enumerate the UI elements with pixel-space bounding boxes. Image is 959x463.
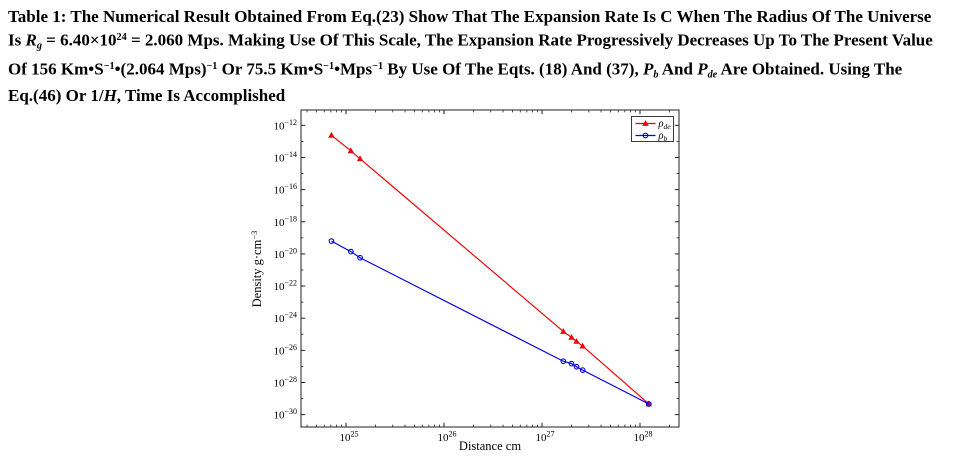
caption-segment: −1 [323, 61, 335, 73]
svg-text:1028: 1028 [634, 430, 653, 445]
svg-text:10−28: 10−28 [273, 375, 297, 390]
svg-text:1025: 1025 [340, 430, 359, 445]
caption-segment: Of 156 Km•S [8, 59, 104, 79]
legend-entry-rho_b: ρb [635, 131, 668, 143]
svg-text:10−12: 10−12 [273, 118, 297, 133]
series-rho_b [328, 238, 652, 407]
caption-segment: H [103, 86, 117, 106]
tick-labels: 1025 1026 1027 1028 10−12 10−14 10−16 10−18 10−2… [273, 118, 652, 444]
plot-frame [300, 109, 680, 428]
svg-text:10−14: 10−14 [273, 150, 297, 165]
caption-segment: = 2.060 Mps. Making Use Of This Scale, T… [126, 30, 933, 50]
svg-text:Distance cm: Distance cm [459, 439, 521, 453]
svg-text:1026: 1026 [438, 430, 457, 445]
caption-segment: •(2.064 Mps) [114, 59, 207, 79]
caption-segment: g [36, 40, 42, 52]
svg-text:10−26: 10−26 [273, 343, 297, 358]
svg-text:10−20: 10−20 [273, 246, 297, 261]
caption-segment: And [658, 59, 698, 79]
caption-segment: Or 75.5 Km•S [217, 59, 324, 79]
caption-segment: −1 [372, 61, 384, 73]
svg-text:10−16: 10−16 [273, 182, 297, 197]
caption-segment: Is [8, 30, 26, 50]
caption-segment: P [697, 59, 708, 79]
table-caption: Table 1: The Numerical Result Obtained F… [8, 7, 955, 107]
series-rho_de [328, 131, 653, 407]
svg-text:10−22: 10−22 [273, 279, 297, 294]
svg-text:10−24: 10−24 [273, 311, 297, 326]
svg-text:10−18: 10−18 [273, 214, 297, 229]
caption-segment: −1 [206, 61, 218, 73]
svg-text:ρde: ρde [658, 119, 672, 131]
caption-segment: P [642, 59, 654, 79]
caption-segment: 24 [116, 31, 127, 43]
caption-segment: By Use Of The Eqts. (18) And (37), [383, 59, 643, 79]
legend-entry-rho_de: ρde [635, 119, 672, 131]
axis-ticks [301, 110, 679, 427]
caption-segment: Eq.(46) Or 1/ [8, 86, 104, 106]
caption-segment: •Mps [334, 59, 373, 79]
caption-segment: Table 1: The Numerical Result Obtained F… [8, 7, 932, 26]
caption-segment: Are Obtained. Using The [717, 59, 903, 79]
svg-text:10−30: 10−30 [273, 407, 297, 422]
svg-text:Density g·cm−3: Density g·cm−3 [249, 231, 264, 308]
caption-segment: , Time Is Accomplished [116, 86, 286, 106]
y-axis-label: Density g·cm−3 [249, 231, 264, 308]
caption-segment: b [653, 69, 659, 81]
caption-segment: de [707, 69, 718, 81]
x-axis-label: Distance cm [459, 439, 521, 453]
caption-segment: = 6.40×10 [41, 30, 117, 50]
caption-segment: −1 [103, 61, 115, 73]
svg-text:ρb: ρb [658, 131, 668, 143]
caption-segment: R [25, 30, 37, 50]
svg-text:1027: 1027 [536, 430, 555, 445]
